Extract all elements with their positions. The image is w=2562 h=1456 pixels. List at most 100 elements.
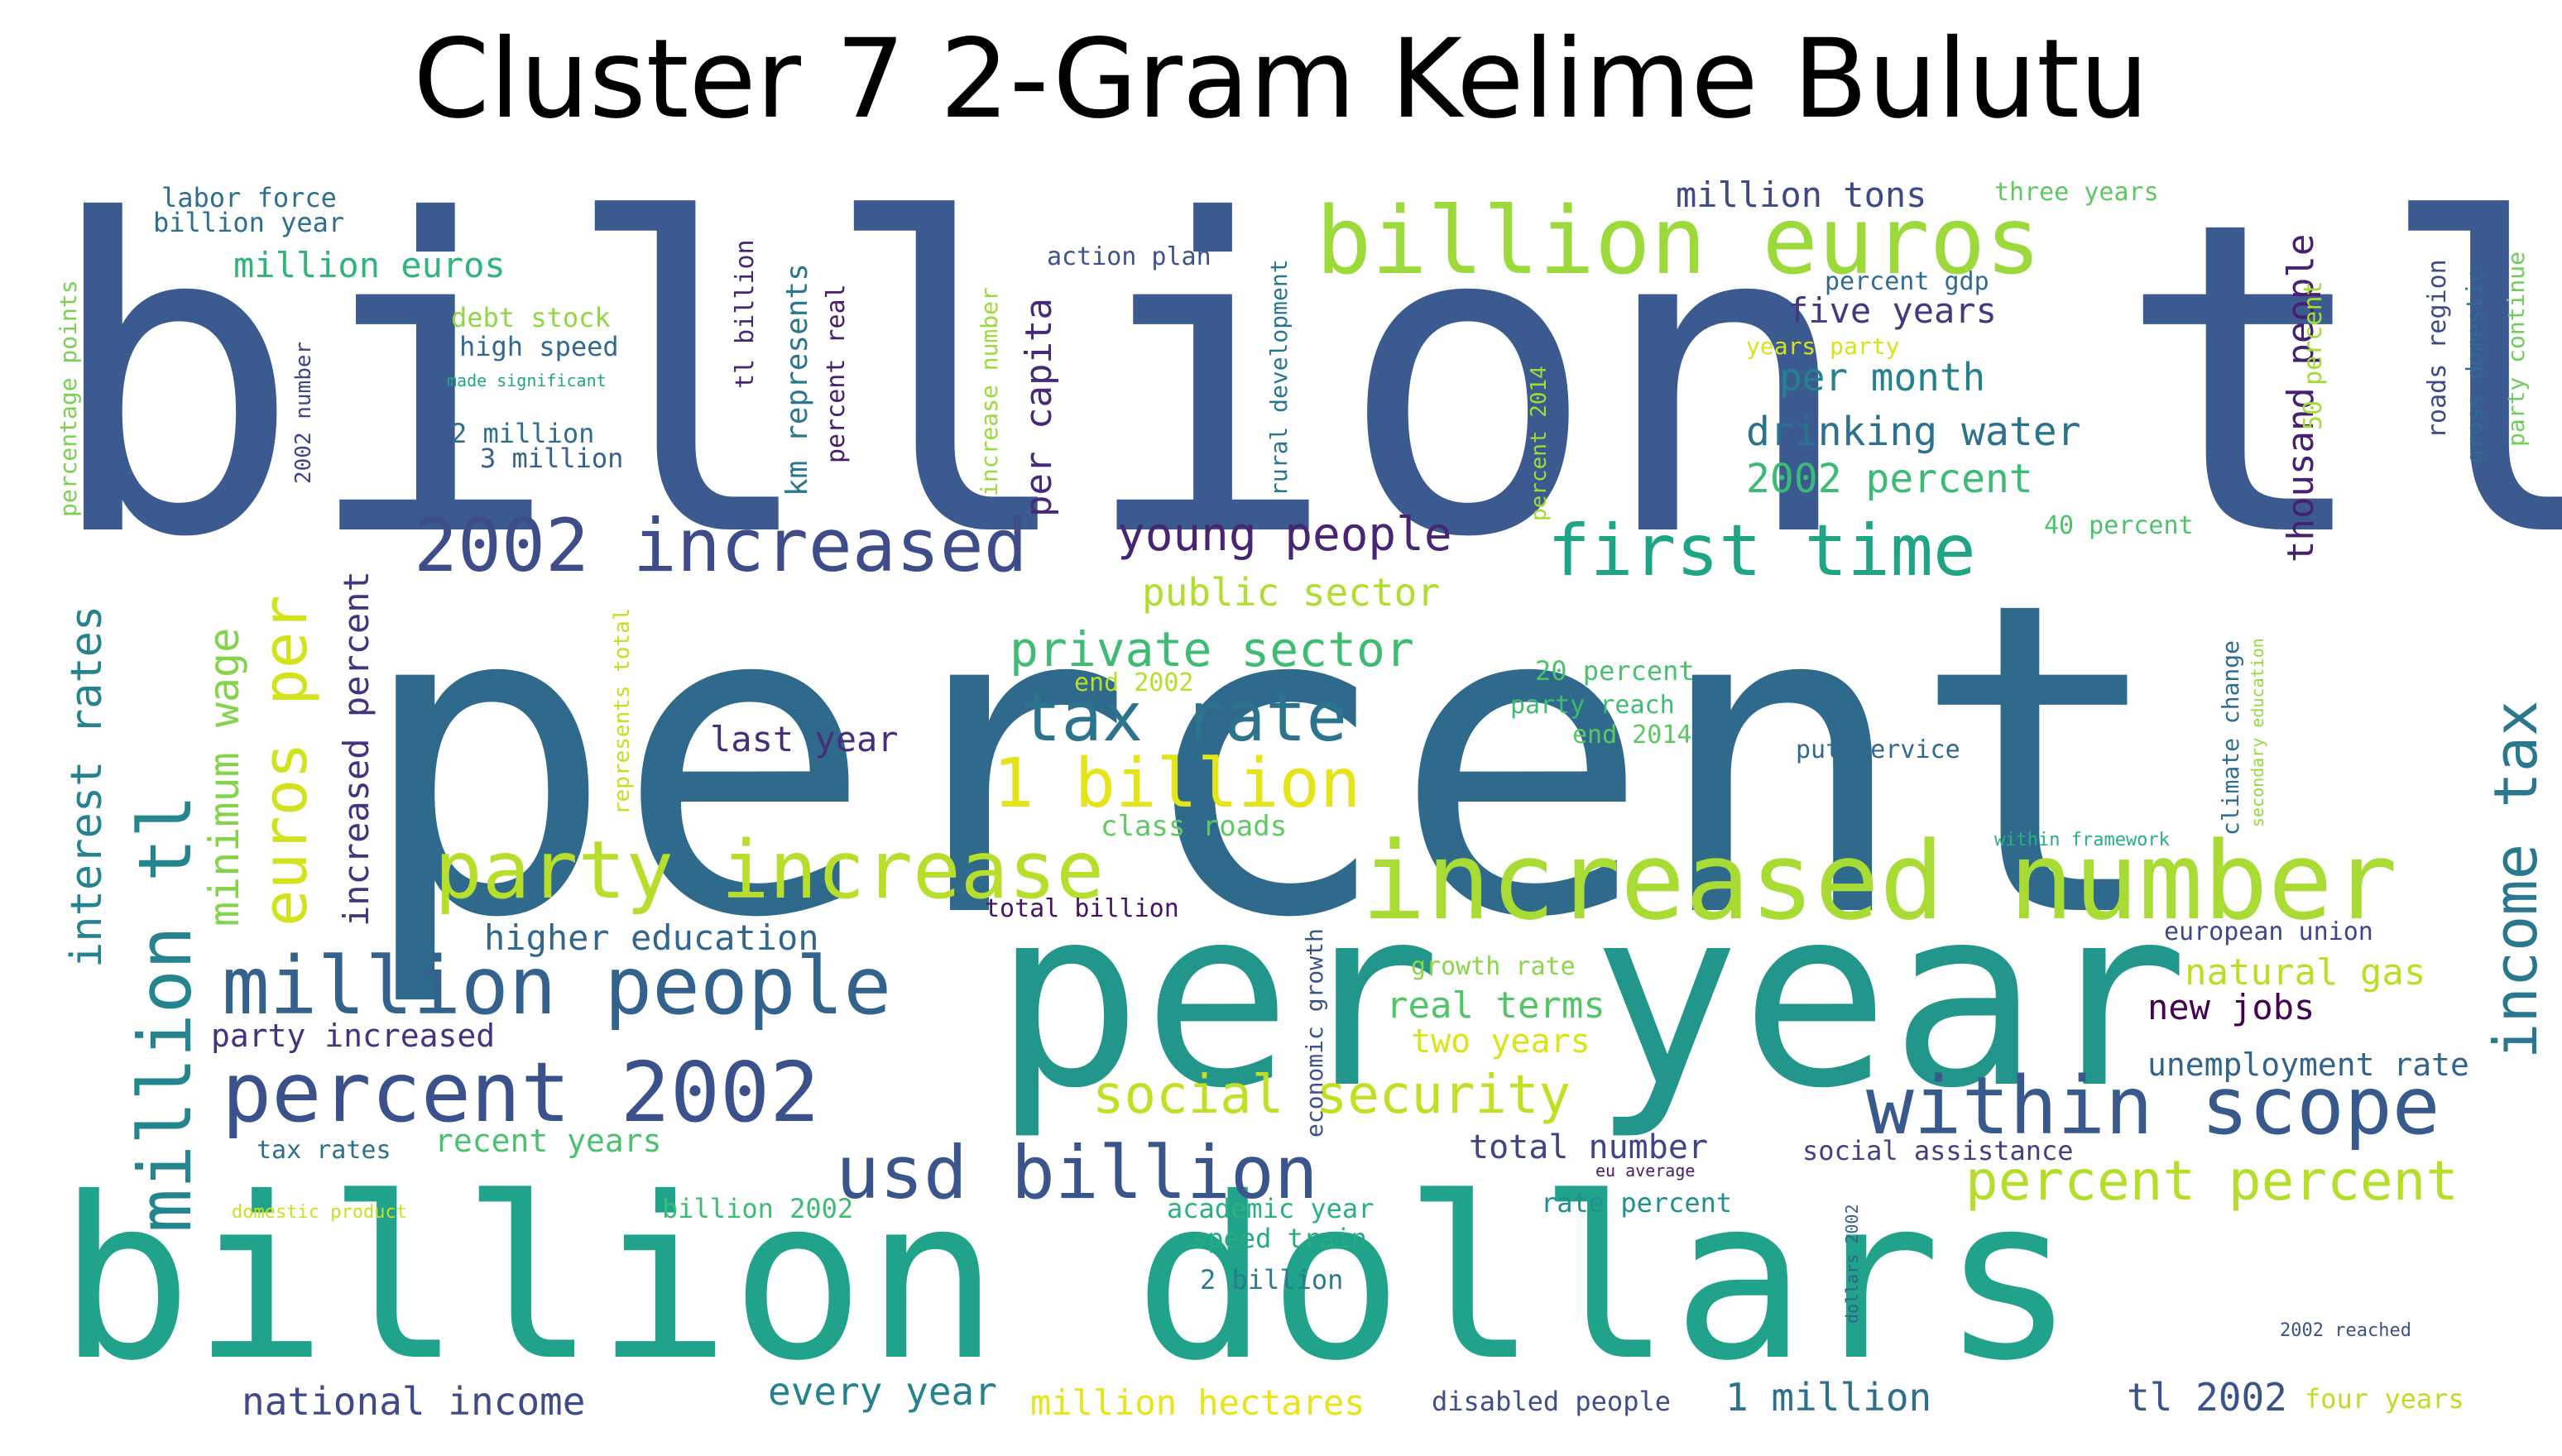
word-debt-stock: debt stock [451, 302, 611, 333]
word-percent-2014: percent 2014 [1527, 366, 1552, 521]
word-percent-gdp: percent gdp [1825, 267, 1989, 296]
word-per-year: per year [993, 854, 2189, 1142]
word-2002-reached: 2002 reached [2280, 1320, 2411, 1341]
word-percent: percent [356, 510, 2169, 1012]
word-climate-change: climate change [2217, 640, 2244, 836]
word-million-euros: million euros [233, 245, 506, 285]
word-billion-tl: billion tl [43, 130, 2562, 631]
word-within-scope: within scope [1866, 1060, 2440, 1152]
word-represents-total: represents total [610, 608, 635, 815]
word-secondary-education: secondary education [2248, 638, 2267, 827]
word-academic-year: academic year [1167, 1193, 1374, 1224]
word-rate-percent: rate percent [1541, 1187, 1732, 1219]
word-two-years: two years [1411, 1023, 1590, 1061]
word-last-year: last year [710, 719, 899, 759]
word-made-significant: made significant [447, 371, 607, 390]
word-increased-percent: increased percent [336, 571, 377, 927]
word-unemployment-rate: unemployment rate [2147, 1046, 2469, 1083]
word-total-billion: total billion [985, 894, 1179, 923]
word-five-years: five years [1787, 290, 1997, 331]
chart-title: Cluster 7 2-Gram Kelime Bulutu [413, 16, 2149, 143]
word-minimum-wage: minimum wage [200, 628, 248, 927]
word-labor-force: labor force [161, 182, 337, 213]
word-2002-percent: 2002 percent [1746, 456, 2033, 502]
word-economic-growth: economic growth [1301, 928, 1328, 1138]
word-tl-billion: tl billion [731, 239, 760, 389]
word-percent-2002: percent 2002 [222, 1044, 819, 1141]
word-action-plan: action plan [1047, 242, 1211, 271]
word-billion-year: billion year [153, 207, 344, 238]
word-gross-domestic: gross domestic [2461, 268, 2488, 463]
word-1-billion: 1 billion [993, 745, 1360, 823]
word-thousand-people: thousand people [2280, 234, 2322, 563]
word-40-percent: 40 percent [2044, 511, 2194, 540]
word-end-2014: end 2014 [1572, 721, 1692, 750]
word-roads-region: roads region [2423, 259, 2452, 438]
word-three-years: three years [1994, 178, 2159, 207]
word-interest-rates: interest rates [62, 606, 112, 968]
word-national-income: national income [242, 1379, 585, 1424]
word-km-represents: km represents [780, 263, 814, 496]
word-percent-percent: percent percent [1965, 1149, 2459, 1213]
word-first-time: first time [1547, 510, 1976, 592]
word-recent-years: recent years [434, 1123, 662, 1159]
word-total-number: total number [1469, 1128, 1708, 1166]
word-per-month: per month [1779, 355, 1985, 400]
word-disabled-people: disabled people [1432, 1386, 1671, 1417]
word-income-tax: income tax [2481, 701, 2550, 1059]
word-billion-euros: billion euros [1316, 188, 2041, 295]
word-higher-education: higher education [484, 917, 819, 958]
word-1-million: 1 million [1725, 1375, 1931, 1420]
word-rural-development: rural development [1265, 259, 1293, 496]
word-within-framework: within framework [1994, 830, 2170, 850]
word-eu-average: eu average [1595, 1161, 1695, 1181]
word-billion-2002: billion 2002 [662, 1193, 853, 1224]
word-2002-number: 2002 number [291, 342, 316, 484]
word-natural-gas: natural gas [2185, 951, 2425, 994]
word-growth-rate: growth rate [1411, 952, 1576, 981]
word-every-year: every year [768, 1369, 997, 1414]
word-party-reach: party reach [1510, 691, 1675, 720]
word-2002-increased: 2002 increased [414, 503, 1028, 588]
word-put-service: put service [1796, 735, 1960, 764]
word-3-million: 3 million [480, 443, 623, 474]
word-four-years: four years [2305, 1383, 2464, 1415]
word-class-roads: class roads [1101, 810, 1287, 843]
word-million-tl: million tl [122, 794, 208, 1233]
word-percentage-points: percentage points [55, 280, 82, 517]
word-per-capita: per capita [1018, 298, 1060, 517]
word-tax-rates: tax rates [257, 1136, 391, 1165]
word-domestic-product: domestic product [232, 1202, 407, 1223]
word-tl-2002: tl 2002 [2127, 1375, 2287, 1420]
word-euros-per: euros per [250, 595, 321, 927]
word-end-2002: end 2002 [1074, 668, 1194, 697]
word-drinking-water: drinking water [1746, 409, 2081, 455]
word-high-speed: high speed [459, 331, 619, 362]
word-private-sector: private sector [1010, 621, 1414, 678]
word-dollars-2002: dollars 2002 [1842, 1205, 1862, 1324]
word-billion-dollars: billion dollars [58, 1149, 2075, 1410]
word-years-party: years party [1746, 333, 1899, 360]
word-social-assistance: social assistance [1802, 1135, 2074, 1166]
word-20-percent: 20 percent [1535, 655, 1695, 687]
word-2-million: 2 million [451, 418, 594, 449]
word-new-jobs: new jobs [2147, 987, 2315, 1027]
word-million-tons: million tons [1676, 175, 1926, 215]
word-increased-number: increased number [1361, 818, 2397, 944]
word-party-increased: party increased [211, 1018, 495, 1054]
word-usd-billion: usd billion [836, 1130, 1318, 1215]
word-party-continue: party continue [2502, 251, 2530, 447]
word-young-people: young people [1117, 508, 1452, 562]
word-party-increase: party increase [434, 824, 1104, 917]
word-50-percent: 50 percent [2299, 280, 2328, 430]
word-increase-number: increase number [976, 287, 1003, 496]
word-tax-rate: tax rate [1020, 678, 1347, 757]
word-social-security: social security [1092, 1065, 1571, 1126]
word-million-people: million people [222, 940, 891, 1032]
word-2-billion: 2 billion [1200, 1264, 1343, 1296]
word-european-union: european union [2164, 917, 2373, 946]
word-real-terms: real terms [1386, 984, 1605, 1027]
word-million-hectares: million hectares [1030, 1382, 1365, 1423]
word-speed-train: speed train [1192, 1223, 1367, 1254]
